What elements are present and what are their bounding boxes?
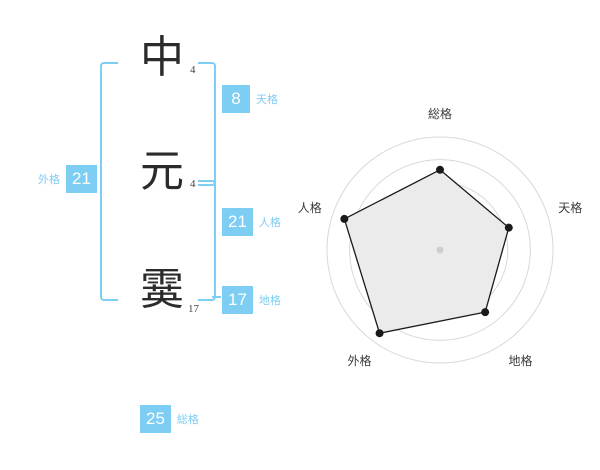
chikaku-connector bbox=[212, 296, 221, 298]
badge-gaikaku-label: 外格 bbox=[38, 173, 60, 186]
badge-gaikaku-value: 21 bbox=[66, 165, 97, 193]
stroke-count-3: 17 bbox=[188, 303, 199, 315]
badge-chikaku-value: 17 bbox=[222, 286, 253, 314]
name-stroke-diagram: 中 4 元 4 霙 17 8 天格 21 人格 17 地格 外格 21 25 総… bbox=[38, 32, 281, 433]
badge-jinkaku-value: 21 bbox=[222, 208, 253, 236]
name-character-3: 霙 bbox=[140, 264, 184, 315]
axis-label-chikaku: 地格 bbox=[508, 354, 533, 369]
badge-chikaku-label: 地格 bbox=[258, 294, 281, 307]
axis-label-jinkaku: 人格 bbox=[297, 201, 322, 216]
axis-label-soukaku: 総格 bbox=[428, 106, 453, 121]
stroke-count-1: 4 bbox=[190, 64, 196, 76]
badge-soukaku: 25 総格 bbox=[140, 405, 199, 433]
badge-chikaku: 17 地格 bbox=[222, 286, 281, 314]
radar-chart-svg bbox=[326, 136, 554, 364]
badge-jinkaku-label: 人格 bbox=[258, 216, 281, 229]
name-character-1: 中 bbox=[140, 32, 184, 83]
badge-tenkaku-label: 天格 bbox=[256, 93, 278, 106]
radar-series bbox=[340, 165, 513, 338]
name-character-2: 元 bbox=[140, 146, 184, 197]
axis-label-gaikaku: 外格 bbox=[347, 354, 372, 369]
gaikaku-bracket bbox=[100, 62, 118, 301]
axis-label-tenkaku: 天格 bbox=[558, 201, 583, 216]
badge-gaikaku: 外格 21 bbox=[38, 165, 97, 193]
kakusu-radar-chart: 総格 天格 地格 外格 人格 bbox=[297, 107, 590, 380]
tenkaku-bracket bbox=[198, 62, 216, 186]
jinkaku-bracket bbox=[198, 180, 216, 301]
badge-soukaku-value: 25 bbox=[140, 405, 171, 433]
badge-tenkaku: 8 天格 bbox=[222, 85, 278, 113]
badge-soukaku-label: 総格 bbox=[176, 413, 199, 426]
stroke-count-2: 4 bbox=[190, 178, 196, 190]
badge-jinkaku: 21 人格 bbox=[222, 208, 281, 236]
radar-center-dot bbox=[436, 246, 444, 254]
badge-tenkaku-value: 8 bbox=[222, 85, 250, 113]
